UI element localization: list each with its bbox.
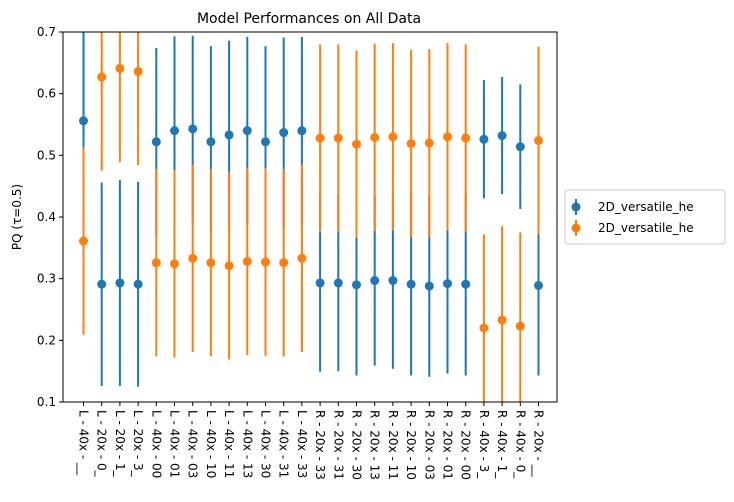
- x-tick-label: L - 40x - 10: [204, 410, 218, 478]
- data-point: [115, 278, 125, 288]
- x-tick-label: L - 40x - 03: [186, 410, 200, 478]
- data-point: [133, 66, 143, 76]
- legend: 2D_versatile_he 2D_versatile_he: [564, 189, 726, 245]
- data-point: [242, 126, 252, 136]
- data-point: [297, 126, 307, 136]
- data-point: [406, 279, 416, 289]
- data-point: [261, 137, 270, 147]
- chart-title: Model Performances on All Data: [197, 11, 421, 27]
- data-point: [534, 280, 543, 290]
- x-tick-label: R - 20x - 03: [422, 410, 436, 480]
- data-point: [79, 116, 88, 126]
- y-tick-label: 0.1: [37, 395, 56, 409]
- data-point: [352, 139, 361, 149]
- y-tick-label: 0.4: [37, 210, 56, 224]
- plot-area: 0.1 0.2 0.3 0.4 0.5 0.6 0.7 L - 40x - __ L - 20x…: [37, 25, 546, 480]
- x-tick-label: R - 20x - __: [532, 410, 546, 478]
- data-point: [224, 130, 234, 140]
- data-point: [352, 280, 361, 290]
- x-tick-label: R - 20x - 31: [331, 410, 345, 480]
- x-tick-label: R - 40x - 0_: [513, 410, 527, 479]
- x-tick-label: R - 20x - 11: [386, 410, 400, 480]
- legend-marker: [571, 202, 581, 212]
- data-point: [133, 279, 143, 289]
- data-point: [333, 133, 343, 143]
- data-point: [443, 279, 452, 289]
- data-point: [515, 321, 525, 331]
- legend-box: [564, 189, 726, 245]
- x-tick-label: L - 40x - 01: [168, 410, 182, 478]
- x-tick-label: R - 20x - 00: [459, 410, 473, 480]
- data-point: [170, 259, 179, 269]
- x-tick-label: R - 20x - 33: [313, 410, 327, 480]
- x-tick-label: R - 20x - 30: [350, 410, 364, 480]
- data-point: [406, 139, 416, 149]
- marks-group: [79, 32, 543, 402]
- data-point: [424, 138, 434, 148]
- data-point: [515, 142, 525, 152]
- x-tick-label: L - 40x - 33: [295, 410, 309, 478]
- y-tick-label: 0.2: [37, 333, 56, 347]
- data-point: [315, 278, 325, 288]
- y-axis-label: PQ (τ=0.5): [10, 184, 24, 250]
- x-tick-label: L - 40x - 31: [277, 410, 291, 478]
- data-point: [279, 258, 289, 268]
- data-point: [206, 258, 216, 268]
- x-tick-label: L - 40x - 30: [259, 410, 273, 478]
- y-tick-label: 0.7: [37, 25, 56, 39]
- x-tick-label: L - 40x - 00: [149, 410, 163, 478]
- data-point: [297, 253, 307, 263]
- data-point: [315, 133, 325, 143]
- data-point: [424, 281, 434, 291]
- data-point: [461, 279, 471, 289]
- x-tick-label: R - 20x - 10: [404, 410, 418, 480]
- data-point: [497, 131, 507, 141]
- data-point: [388, 276, 398, 286]
- data-point: [224, 261, 234, 271]
- data-point: [261, 257, 270, 267]
- data-point: [333, 278, 343, 288]
- x-tick-label: R - 20x - 13: [368, 410, 382, 480]
- legend-label: 2D_versatile_he: [598, 221, 694, 235]
- data-point: [479, 323, 489, 333]
- data-point: [370, 276, 380, 286]
- y-tick-label: 0.6: [37, 87, 56, 101]
- x-tick-label: L - 40x - 11: [222, 410, 236, 478]
- legend-marker: [571, 223, 581, 233]
- data-point: [115, 63, 125, 73]
- data-point: [279, 128, 289, 138]
- data-point: [151, 258, 161, 268]
- data-point: [497, 315, 507, 325]
- x-tick-label: L - 40x - __: [77, 410, 91, 476]
- x-tick-label: L - 40x - 13: [240, 410, 254, 478]
- data-point: [206, 137, 216, 147]
- x-tick-label: L - 20x - 1_: [113, 410, 127, 478]
- data-point: [97, 72, 107, 82]
- data-point: [370, 132, 380, 142]
- data-point: [461, 133, 471, 143]
- data-point: [479, 134, 489, 144]
- legend-label: 2D_versatile_he: [598, 200, 694, 214]
- x-tick-label: R - 40x - 1_: [495, 410, 509, 479]
- x-tick-label: R - 20x - 01: [441, 410, 455, 480]
- data-point: [443, 132, 452, 142]
- data-point: [188, 124, 198, 134]
- x-tick-label: L - 20x - 0_: [95, 410, 109, 478]
- y-tick-label: 0.3: [37, 272, 56, 286]
- data-point: [188, 253, 198, 263]
- data-point: [151, 137, 161, 147]
- x-tick-label: R - 40x - 3_: [477, 410, 491, 479]
- data-point: [79, 236, 88, 246]
- data-point: [534, 136, 543, 146]
- x-tick-label: L - 20x - 3_: [131, 410, 145, 478]
- data-point: [242, 256, 252, 266]
- data-point: [388, 132, 398, 142]
- data-point: [97, 279, 107, 289]
- y-tick-label: 0.5: [37, 148, 56, 162]
- data-point: [170, 126, 179, 136]
- plot-frame: [62, 31, 558, 403]
